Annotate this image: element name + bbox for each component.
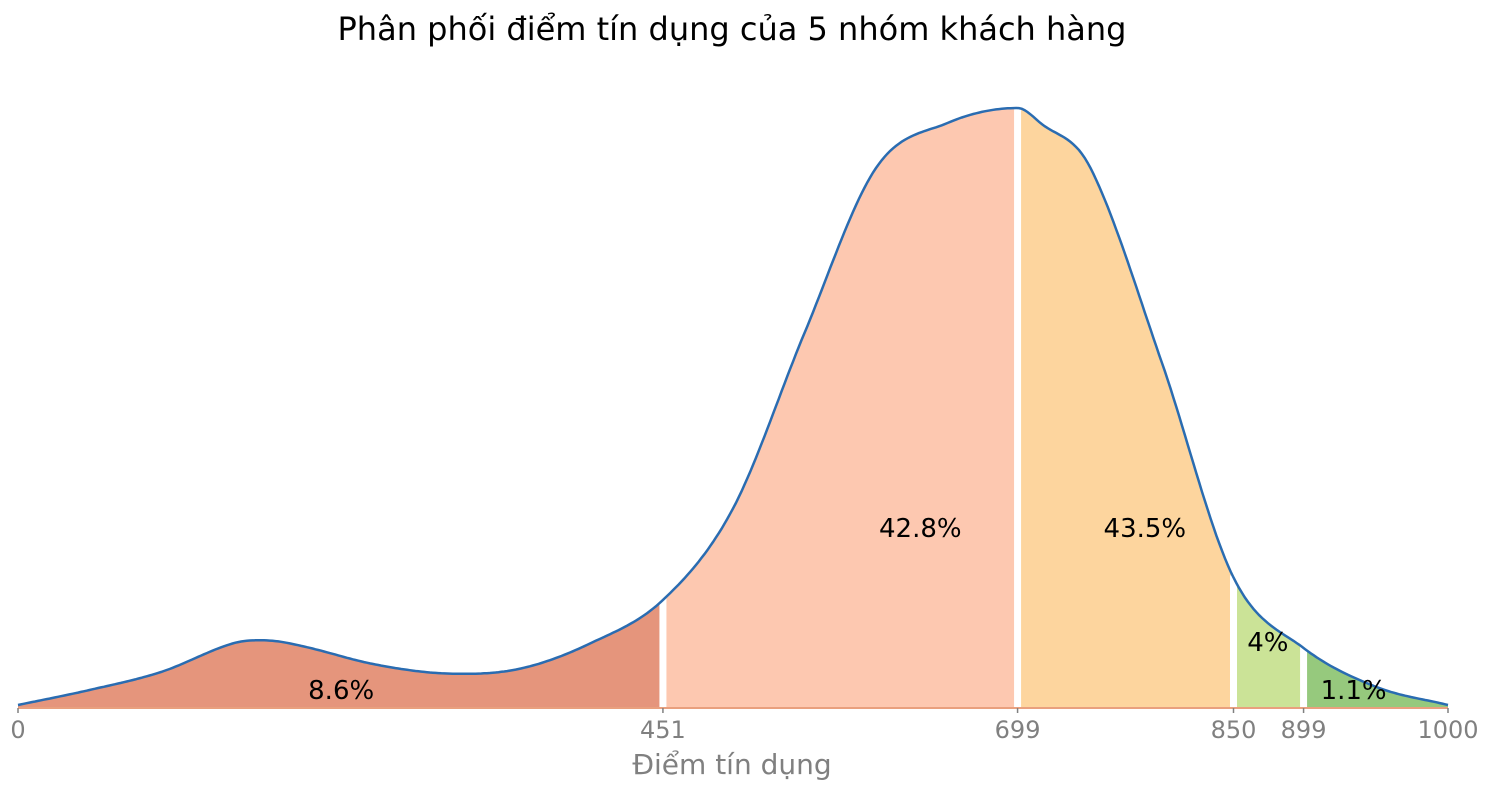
x-axis-ticks: 0 451 699 850 899 1000 <box>10 708 1479 744</box>
x-axis-label: Điểm tín dụng <box>632 748 831 781</box>
segment-area-2 <box>662 108 1018 708</box>
segment-label-4: 4% <box>1247 628 1288 658</box>
segment-area-1 <box>18 600 663 708</box>
segment-separators <box>659 106 1308 708</box>
x-tick-label-899: 899 <box>1281 716 1327 744</box>
chart-title: Phân phối điểm tín dụng của 5 nhóm khách… <box>338 10 1127 48</box>
segment-label-2: 42.8% <box>879 514 962 544</box>
segment-labels: 8.6% 42.8% 43.5% 4% 1.1% <box>308 514 1387 706</box>
x-tick-label-850: 850 <box>1211 716 1257 744</box>
segment-areas <box>18 108 1448 708</box>
segment-label-5: 1.1% <box>1321 676 1387 706</box>
x-tick-label-1000: 1000 <box>1417 716 1478 744</box>
segment-label-3: 43.5% <box>1104 514 1187 544</box>
density-curve <box>17 106 1449 707</box>
segment-label-1: 8.6% <box>308 676 374 706</box>
segment-area-3 <box>1017 108 1234 708</box>
segment-area-5 <box>1303 648 1448 708</box>
x-tick-label-0: 0 <box>10 716 25 744</box>
x-tick-label-699: 699 <box>995 716 1041 744</box>
x-tick-label-451: 451 <box>640 716 686 744</box>
segment-area-4 <box>1233 577 1304 708</box>
